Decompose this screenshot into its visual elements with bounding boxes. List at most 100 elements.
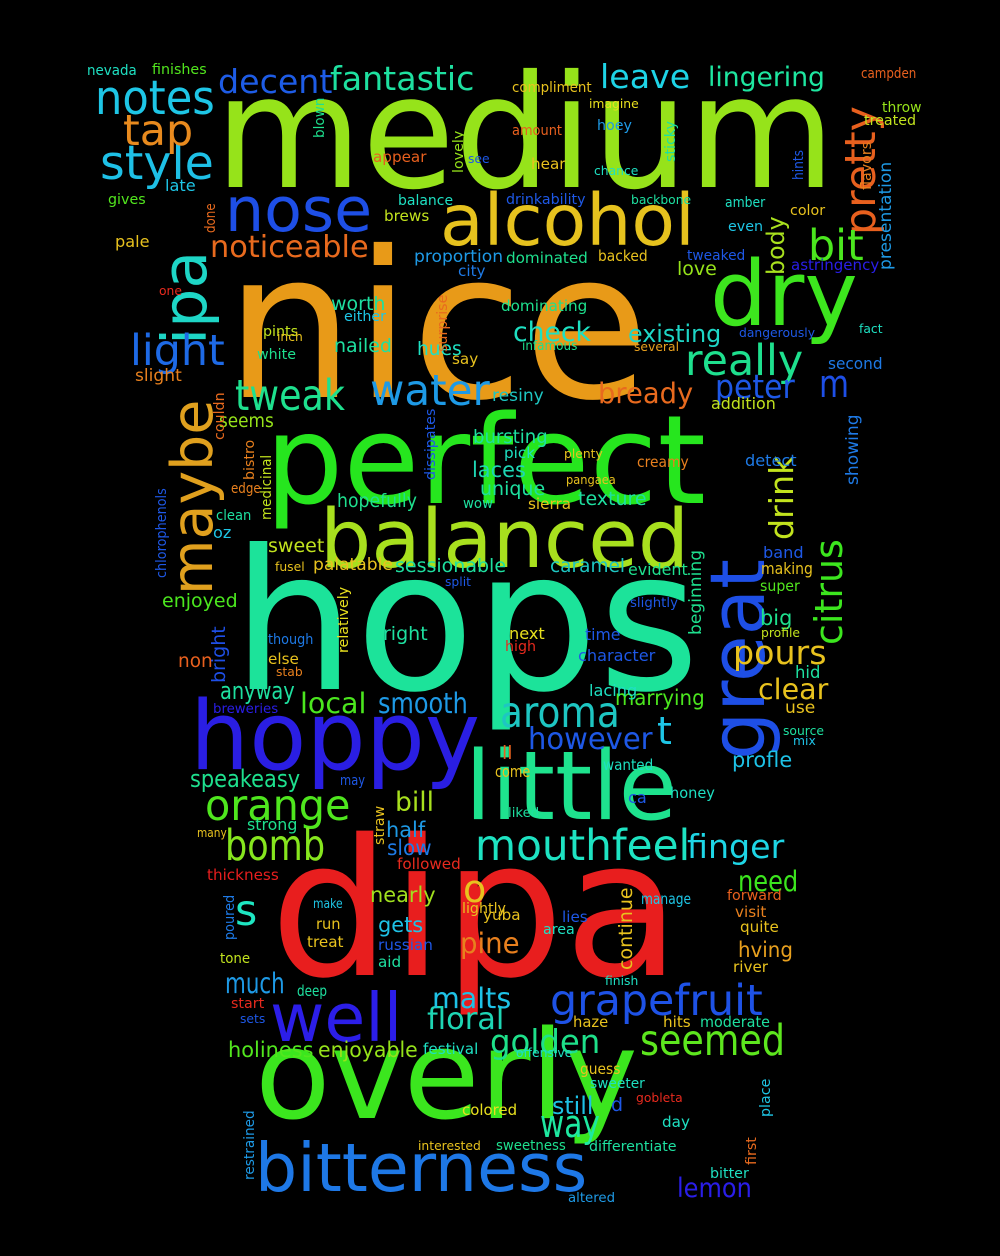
word-addition: addition (711, 394, 776, 413)
word-treat: treat (307, 933, 344, 951)
word-done: done (203, 203, 219, 233)
word-second: second (828, 354, 883, 373)
word-way: way (540, 1102, 600, 1146)
word-white: white (257, 347, 296, 363)
word-m: m (819, 362, 850, 406)
word-still: still (552, 1092, 594, 1120)
word-sweeter: sweeter (590, 1076, 645, 1092)
word-water: water (370, 366, 490, 416)
word-campden: campden (861, 66, 917, 82)
word-pangaea: pangaea (566, 473, 616, 487)
word-holiness: holiness (228, 1038, 314, 1062)
word-nose: nose (225, 174, 373, 246)
word-wanted: wanted (603, 756, 654, 774)
word-dissipates: dissipates (423, 408, 439, 480)
word-high: high (505, 639, 537, 655)
word-drinkability: drinkability (506, 192, 586, 208)
word-oz: oz (213, 523, 232, 542)
word-straw: straw (372, 805, 388, 845)
word-marrying: marrying (615, 686, 705, 710)
word-source: source (783, 724, 824, 738)
word-detect: detect (745, 451, 797, 470)
word-ca: ca (628, 788, 647, 807)
word-palatable: palatable (313, 555, 393, 575)
word-creamy: creamy (637, 453, 689, 471)
word-anyway: anyway (220, 677, 295, 705)
word-relatively: relatively (336, 586, 352, 653)
word-seems: seems (219, 410, 274, 432)
word-see: see (468, 152, 490, 166)
word-yuba: yuba (483, 906, 521, 924)
word-slightly: slightly (630, 596, 678, 611)
word-check: check (513, 317, 591, 348)
word-bright: bright (208, 626, 230, 683)
word-either: either (344, 309, 386, 325)
word-notes: notes (95, 71, 215, 126)
word-compliment: compliment (512, 80, 592, 96)
word-orange: orange (205, 781, 351, 831)
word-medicinal: medicinal (259, 454, 275, 520)
word-super: super (760, 577, 800, 595)
word-fusel: fusel (275, 560, 305, 574)
word-may: may (340, 773, 366, 789)
word-city: city (458, 262, 486, 280)
word-couldn: couldn (212, 392, 228, 440)
word-bit: bit (808, 221, 864, 271)
word-balance: balance (398, 193, 454, 209)
word-amount: amount (512, 123, 562, 139)
word-half: half (386, 818, 426, 842)
word-imagine: imagine (589, 97, 639, 111)
word-style: style (100, 136, 214, 191)
word-edge: edge (231, 481, 261, 497)
word-hints: hints (791, 149, 807, 180)
word-amber: amber (725, 195, 766, 211)
word-sets: sets (240, 1012, 266, 1026)
word-peter: peter (715, 367, 795, 406)
word-poured: poured (222, 894, 238, 940)
word-clean: clean (216, 508, 252, 524)
word-though: though (268, 632, 314, 648)
word-time: time (585, 625, 621, 644)
word-one: one (159, 284, 182, 298)
word-hid: hid (795, 663, 821, 683)
word-even: even (728, 219, 763, 235)
word-bready: bready (598, 377, 694, 410)
word-hear: hear (531, 155, 566, 173)
word-breweries: breweries (213, 702, 279, 717)
word-bill: bill (395, 787, 435, 818)
word-laces: laces (472, 458, 526, 482)
word-d: d (611, 1094, 624, 1116)
word-perfect: perfect (265, 389, 706, 533)
word-pale: pale (115, 232, 150, 251)
word-day: day (662, 1113, 690, 1131)
word-pick: pick (504, 444, 536, 462)
word-finish: finish (605, 974, 639, 988)
word-honey: honey (670, 784, 715, 802)
word-existing: existing (628, 320, 722, 348)
word-smooth: smooth (378, 687, 468, 720)
word-pine: pine (460, 927, 520, 960)
word-lovely: lovely (451, 130, 467, 173)
word-backbone: backbone (631, 193, 692, 207)
word-lacing: lacing (589, 681, 638, 700)
word-character: character (578, 646, 656, 665)
word-unique: unique (480, 478, 546, 500)
word-proportion: proportion (414, 247, 504, 267)
word-hits: hits (663, 1013, 691, 1031)
word-inch: inch (277, 330, 303, 344)
word-tweaked: tweaked (687, 248, 746, 264)
word-gobleta: gobleta (636, 1091, 683, 1105)
word-enjoyable: enjoyable (318, 1038, 418, 1062)
word-s: s (235, 886, 258, 936)
word-tap: tap (123, 106, 194, 156)
word-dry: dry (710, 242, 858, 347)
word-dominated: dominated (506, 249, 588, 267)
word-decent: decent (218, 62, 333, 101)
word-floral: floral (427, 1002, 505, 1037)
word-astringency: astringency (791, 256, 880, 274)
word-dominating: dominating (501, 297, 588, 315)
word-bitter: bitter (710, 1166, 749, 1182)
word-mix: mix (793, 734, 816, 748)
word-blown: blown (312, 97, 328, 138)
